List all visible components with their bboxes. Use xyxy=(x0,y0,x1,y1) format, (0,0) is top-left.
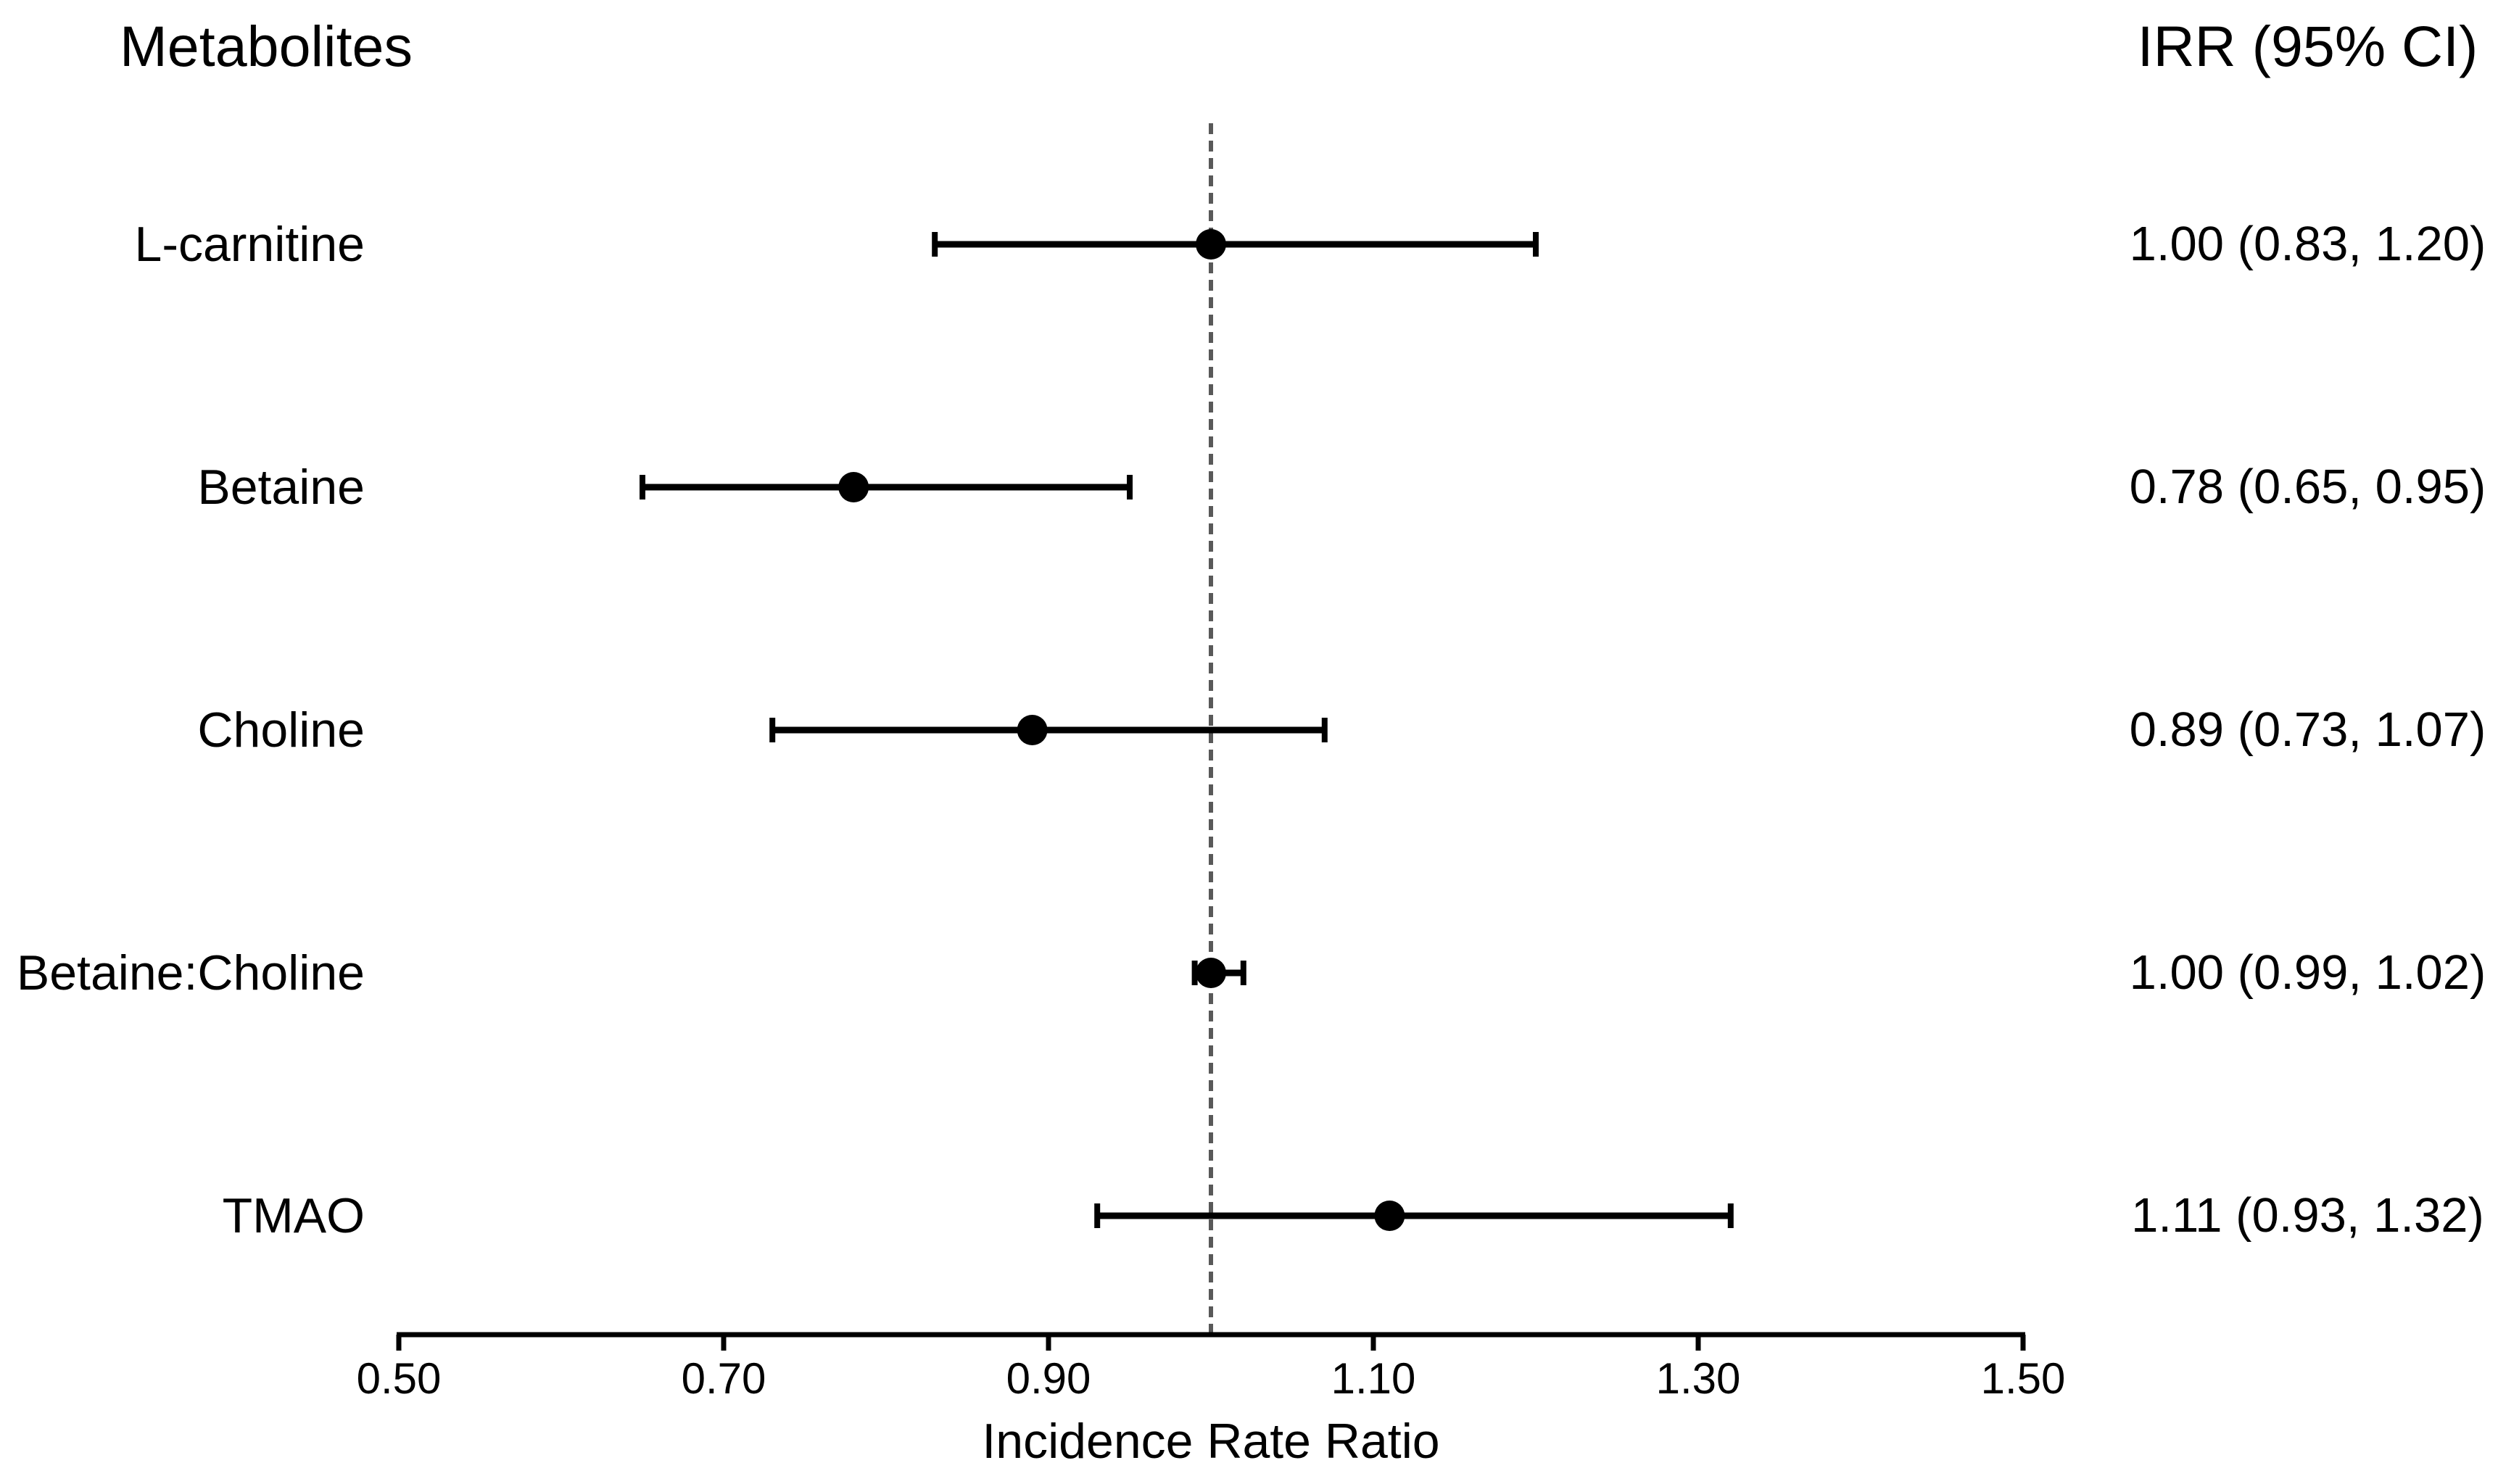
metabolite-label: Betaine xyxy=(197,460,365,515)
x-axis-tick-label: 1.30 xyxy=(1655,1354,1741,1403)
metabolite-label: Choline xyxy=(197,702,365,758)
point-estimate-marker xyxy=(1017,715,1048,745)
x-axis-tick-label: 1.50 xyxy=(1980,1354,2066,1403)
irr-ci-value: 1.11 (0.93, 1.32) xyxy=(2131,1188,2484,1243)
metabolite-label: TMAO xyxy=(222,1188,365,1243)
irr-ci-value: 1.00 (0.83, 1.20) xyxy=(2129,217,2486,271)
point-estimate-marker xyxy=(1196,229,1226,260)
metabolite-label: L-carnitine xyxy=(134,217,365,272)
x-axis-tick-label: 1.10 xyxy=(1331,1354,1416,1403)
x-axis-tick-label: 0.90 xyxy=(1006,1354,1091,1403)
point-estimate-marker xyxy=(838,472,869,502)
x-axis-title: Incidence Rate Ratio xyxy=(982,1414,1440,1469)
metabolite-label: Betaine:Choline xyxy=(16,945,365,1000)
point-estimate-marker xyxy=(1196,958,1226,988)
irr-ci-value: 0.89 (0.73, 1.07) xyxy=(2129,702,2486,757)
x-axis-tick-label: 0.50 xyxy=(356,1354,442,1403)
column-header-metabolites: Metabolites xyxy=(120,14,413,78)
irr-ci-value: 1.00 (0.99, 1.02) xyxy=(2129,945,2486,1000)
irr-ci-value: 0.78 (0.65, 0.95) xyxy=(2129,460,2486,514)
point-estimate-marker xyxy=(1374,1201,1405,1231)
x-axis-tick-label: 0.70 xyxy=(681,1354,766,1403)
column-header-irr-ci: IRR (95% CI) xyxy=(2137,14,2478,78)
